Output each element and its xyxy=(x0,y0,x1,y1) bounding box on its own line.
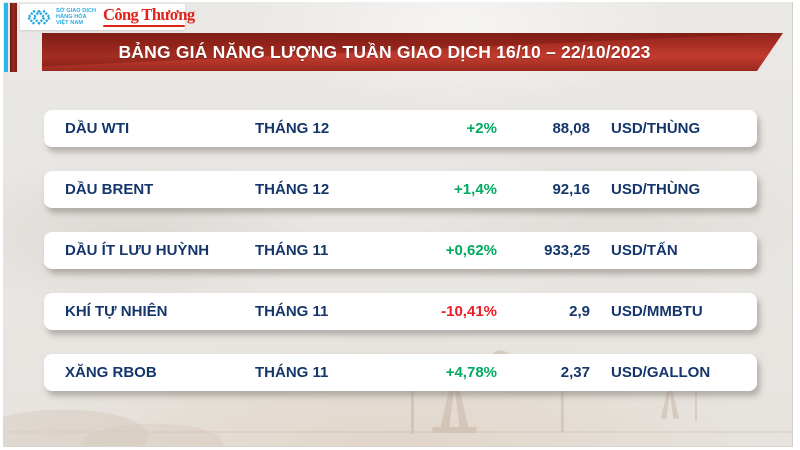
commodity-name: XĂNG RBOB xyxy=(65,364,157,381)
title-banner: BẢNG GIÁ NĂNG LƯỢNG TUẦN GIAO DỊCH 16/10… xyxy=(42,33,783,71)
congthuong-wordmark: Công Thương xyxy=(103,5,195,24)
price-table: DẦU WTI THÁNG 12 +2% 88,08 USD/THÙNG DẦU… xyxy=(44,110,757,415)
contract-month: THÁNG 11 xyxy=(255,364,329,381)
table-row: DẦU WTI THÁNG 12 +2% 88,08 USD/THÙNG xyxy=(44,110,757,147)
contract-month: THÁNG 11 xyxy=(255,303,329,320)
price-value: 2,9 xyxy=(569,303,590,320)
change-value: -10,41% xyxy=(441,303,497,320)
page-title: BẢNG GIÁ NĂNG LƯỢNG TUẦN GIAO DỊCH 16/10… xyxy=(118,42,651,62)
mxv-logo-text: SỞ GIAO DỊCH HÀNG HÓA VIỆT NAM xyxy=(56,8,100,26)
contract-month: THÁNG 12 xyxy=(255,181,330,198)
commodity-name: DẦU BRENT xyxy=(65,181,154,198)
table-row: KHÍ TỰ NHIÊN THÁNG 11 -10,41% 2,9 USD/MM… xyxy=(44,293,757,330)
change-value: +4,78% xyxy=(445,364,497,381)
change-value: +1,4% xyxy=(454,181,497,198)
price-value: 933,25 xyxy=(544,242,590,259)
table-row: DẦU ÍT LƯU HUỲNH THÁNG 11 +0,62% 933,25 … xyxy=(44,232,757,269)
unit-label: USD/TẤN xyxy=(611,242,678,259)
contract-month: THÁNG 12 xyxy=(255,120,330,137)
accent-bar-cyan xyxy=(4,3,8,72)
mxv-text-line: VIỆT NAM xyxy=(56,20,84,27)
mxv-logo-icon xyxy=(26,9,52,25)
change-value: +2% xyxy=(466,120,497,137)
price-value: 88,08 xyxy=(552,120,590,137)
contract-month: THÁNG 11 xyxy=(255,242,329,259)
change-value: +0,62% xyxy=(445,242,497,259)
congthuong-tagline-bar xyxy=(103,24,185,27)
table-row: DẦU BRENT THÁNG 12 +1,4% 92,16 USD/THÙNG xyxy=(44,171,757,208)
commodity-name: DẦU WTI xyxy=(65,120,130,137)
unit-label: USD/THÙNG xyxy=(611,181,701,198)
publisher-logos: SỞ GIAO DỊCH HÀNG HÓA VIỆT NAM Công Thươ… xyxy=(20,4,195,30)
price-value: 2,37 xyxy=(560,364,590,381)
mxv-text-line: SỞ GIAO DỊCH xyxy=(56,7,97,14)
mxv-text-line: HÀNG HÓA xyxy=(56,13,87,20)
unit-label: USD/MMBTU xyxy=(611,303,703,320)
congthuong-logo: Công Thương xyxy=(103,5,195,27)
unit-label: USD/THÙNG xyxy=(611,120,701,137)
commodity-name: DẦU ÍT LƯU HUỲNH xyxy=(65,242,210,259)
accent-bar-dark-red xyxy=(10,3,17,72)
unit-label: USD/GALLON xyxy=(611,364,711,381)
price-value: 92,16 xyxy=(552,181,590,198)
commodity-name: KHÍ TỰ NHIÊN xyxy=(65,303,168,320)
table-row: XĂNG RBOB THÁNG 11 +4,78% 2,37 USD/GALLO… xyxy=(44,354,757,391)
